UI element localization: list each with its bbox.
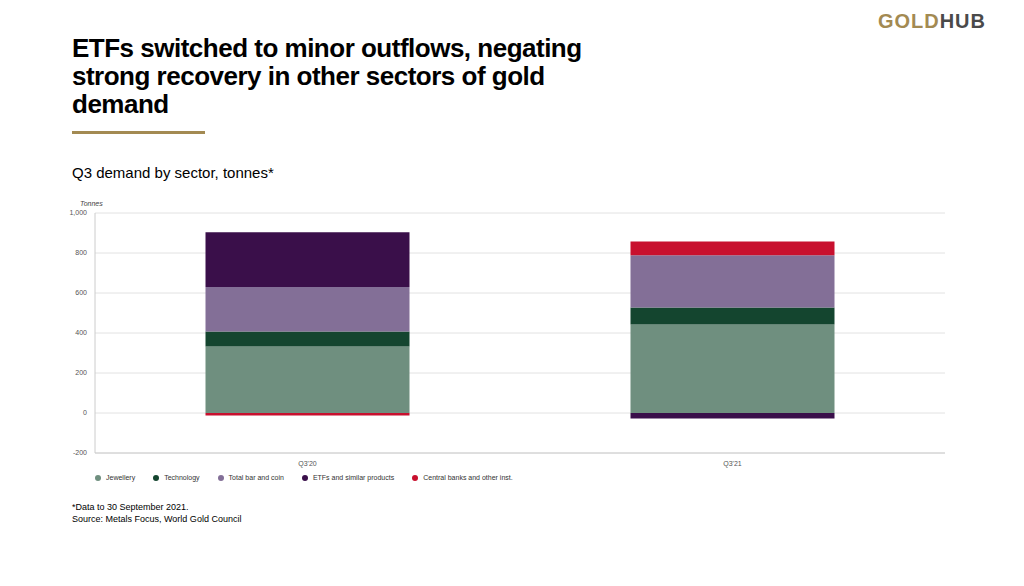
html-text:Total bar and coin: Total bar and coin bbox=[228, 474, 284, 481]
html-text:*Data to 30 September 2021.: *Data to 30 September 2021. bbox=[72, 502, 189, 512]
svg-text:0: 0 bbox=[83, 409, 87, 416]
html-text:ETFs and similar products: ETFs and similar products bbox=[312, 474, 395, 481]
svg-text:600: 600 bbox=[75, 289, 87, 296]
html-text:Source: Metals Focus, World Go: Source: Metals Focus, World Gold Council bbox=[72, 514, 242, 524]
html-text:Central banks and other inst.: Central banks and other inst. bbox=[423, 474, 513, 481]
html-text:Jewellery: Jewellery bbox=[106, 474, 136, 481]
svg-text:Q3'20: Q3'20 bbox=[298, 460, 317, 468]
html-text:Tonnes: Tonnes bbox=[80, 200, 103, 207]
svg-text:800: 800 bbox=[75, 249, 87, 256]
svg-text:400: 400 bbox=[75, 329, 87, 336]
html-text:Q3 demand by sector, tonnes*: Q3 demand by sector, tonnes* bbox=[72, 164, 274, 181]
svg-text:1,000: 1,000 bbox=[69, 209, 87, 216]
html-text:Technology: Technology bbox=[164, 474, 200, 481]
html-text:GOLD HUB: GOLD HUB bbox=[877, 10, 986, 32]
svg-text:Q3'21: Q3'21 bbox=[723, 460, 742, 468]
html-text:ETFs switched to minor outflow: ETFs switched to minor outflows, negatin… bbox=[72, 33, 582, 119]
svg-text:-200: -200 bbox=[73, 449, 87, 456]
svg-text:200: 200 bbox=[75, 369, 87, 376]
